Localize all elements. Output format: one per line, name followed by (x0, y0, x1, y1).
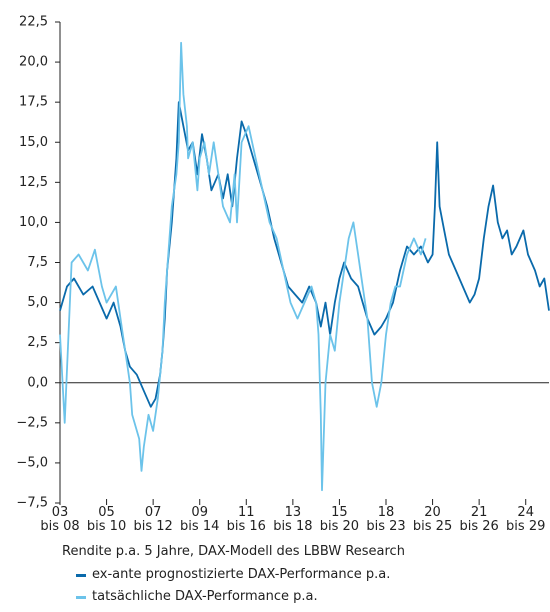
series-line (59, 101, 550, 408)
y-tick-label: 0,0 (27, 375, 48, 390)
x-tick-label: 18 bis 23 (366, 505, 406, 534)
x-tick-label: 11 bis 16 (226, 505, 266, 534)
x-tick-label: 03 bis 08 (40, 505, 80, 534)
series-line (59, 41, 427, 492)
y-tick-label: 22,5 (19, 15, 48, 30)
y-tick-label: 10,0 (19, 215, 48, 230)
x-tick-label: 09 bis 14 (180, 505, 220, 534)
y-tick-label: 15,0 (19, 135, 48, 150)
y-tick-label: −2,5 (16, 415, 48, 430)
x-tick-label: 07 bis 12 (133, 505, 173, 534)
y-tick-label: 7,5 (27, 255, 48, 270)
legend-swatch (76, 596, 86, 599)
caption: Rendite p.a. 5 Jahre, DAX-Modell des LBB… (62, 544, 405, 559)
y-tick-label: 20,0 (19, 55, 48, 70)
x-tick-label: 21 bis 26 (459, 505, 499, 534)
x-tick-label: 15 bis 20 (319, 505, 360, 534)
x-tick-label: 13 bis 18 (273, 505, 313, 534)
y-tick-label: 2,5 (27, 335, 48, 350)
legend-label: ex-ante prognostizierte DAX-Performance … (92, 567, 391, 582)
x-tick-label: 20 bis 25 (412, 505, 453, 534)
y-tick-label: −7,5 (16, 496, 48, 511)
legend-swatch (76, 574, 86, 577)
x-tick-label: 05 bis 10 (86, 505, 127, 534)
y-tick-label: 12,5 (19, 175, 48, 190)
x-tick-label: 24 bis 29 (506, 505, 546, 534)
y-tick-label: 17,5 (19, 95, 48, 110)
y-tick-label: 5,0 (27, 295, 48, 310)
y-tick-label: −5,0 (16, 455, 48, 470)
legend-label: tatsächliche DAX-Performance p.a. (92, 589, 318, 604)
